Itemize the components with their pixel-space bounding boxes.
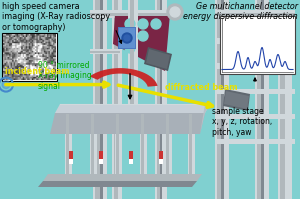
Circle shape: [125, 31, 135, 41]
Circle shape: [122, 33, 132, 43]
Bar: [215, 38, 295, 44]
Text: incident beam: incident beam: [5, 67, 70, 76]
Bar: [159, 159, 163, 164]
Bar: [91, 114, 94, 179]
Text: Ge multichannel detector
energy dispersive diffraction: Ge multichannel detector energy dispersi…: [183, 2, 298, 21]
Circle shape: [170, 7, 180, 17]
Bar: [99, 159, 103, 164]
Bar: [114, 0, 118, 199]
Bar: [118, 27, 136, 49]
Bar: [93, 0, 107, 199]
Bar: [100, 0, 103, 199]
Bar: [112, 0, 122, 199]
Bar: [217, 0, 222, 199]
Bar: [113, 174, 124, 179]
Bar: [129, 159, 133, 164]
Text: high speed camera
imaging (X-Ray radioscopy
or tomography): high speed camera imaging (X-Ray radiosc…: [2, 2, 110, 32]
Bar: [215, 114, 295, 119]
Polygon shape: [43, 174, 202, 181]
Bar: [157, 0, 161, 199]
Polygon shape: [90, 68, 158, 87]
Bar: [221, 0, 224, 199]
Bar: [90, 114, 97, 179]
Circle shape: [125, 19, 135, 29]
Bar: [215, 10, 295, 18]
Bar: [215, 63, 295, 69]
Bar: [140, 114, 147, 179]
Polygon shape: [223, 89, 250, 111]
Circle shape: [151, 19, 161, 29]
Bar: [128, 0, 138, 104]
Bar: [129, 151, 133, 159]
Bar: [90, 49, 120, 54]
Bar: [186, 174, 197, 179]
Bar: [63, 174, 74, 179]
Polygon shape: [50, 113, 205, 134]
Bar: [215, 0, 229, 199]
Bar: [69, 151, 73, 159]
Bar: [261, 0, 264, 199]
Circle shape: [138, 31, 148, 41]
Bar: [69, 159, 73, 164]
Polygon shape: [113, 14, 170, 71]
Bar: [189, 114, 192, 179]
Polygon shape: [224, 91, 249, 109]
Bar: [99, 151, 103, 159]
Bar: [141, 114, 144, 179]
Circle shape: [125, 43, 135, 53]
Bar: [115, 114, 122, 179]
Bar: [90, 51, 120, 53]
Circle shape: [124, 35, 130, 41]
Circle shape: [2, 81, 10, 89]
Bar: [65, 114, 72, 179]
Text: sample stage
x, y, z, rotation,
pitch, yaw: sample stage x, y, z, rotation, pitch, y…: [212, 107, 272, 137]
Bar: [95, 0, 100, 199]
Bar: [2, 33, 57, 81]
Bar: [220, 16, 295, 74]
Polygon shape: [38, 181, 197, 187]
Bar: [130, 0, 134, 104]
Text: diffracted beam: diffracted beam: [165, 83, 238, 92]
Bar: [278, 59, 292, 199]
Bar: [188, 114, 195, 179]
Bar: [215, 13, 295, 16]
Bar: [90, 10, 175, 18]
Bar: [255, 0, 269, 199]
Bar: [159, 151, 163, 159]
Bar: [280, 59, 285, 199]
Bar: [66, 114, 69, 179]
Bar: [90, 13, 175, 16]
Polygon shape: [146, 49, 170, 69]
Bar: [257, 0, 262, 199]
Polygon shape: [200, 104, 210, 134]
Bar: [166, 114, 169, 179]
Circle shape: [167, 4, 183, 20]
Bar: [138, 174, 149, 179]
Circle shape: [138, 19, 148, 29]
Bar: [88, 174, 99, 179]
Text: 90 ° mirrored
X-ray imaging
signal: 90 ° mirrored X-ray imaging signal: [38, 61, 92, 91]
Bar: [215, 89, 295, 94]
Polygon shape: [55, 104, 210, 113]
Bar: [155, 0, 167, 199]
Bar: [163, 174, 174, 179]
Bar: [160, 0, 162, 199]
Bar: [116, 114, 119, 179]
Bar: [119, 28, 135, 48]
Polygon shape: [144, 47, 172, 71]
Bar: [215, 139, 295, 144]
Bar: [165, 114, 172, 179]
